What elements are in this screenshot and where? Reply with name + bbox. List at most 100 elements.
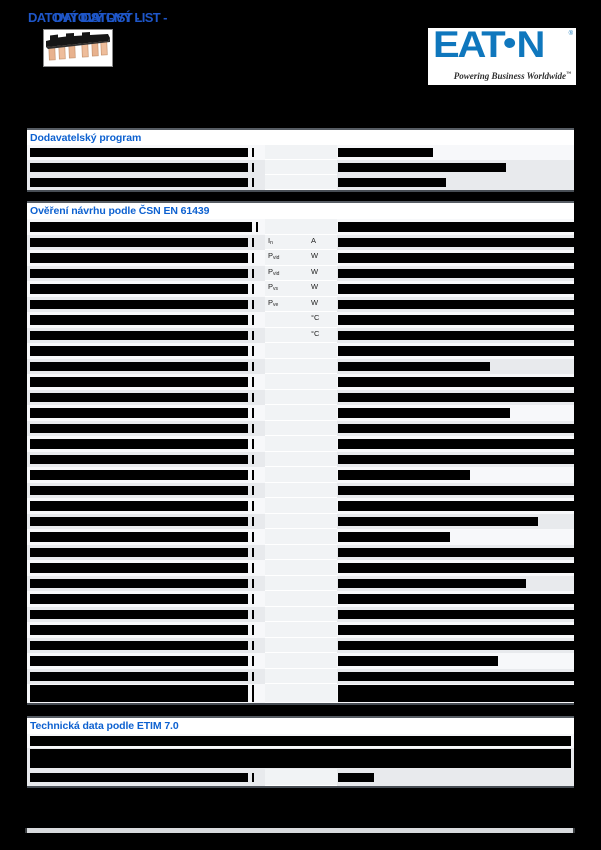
- redacted-text-bar: [30, 516, 248, 526]
- parameter-symbol-cell: [265, 467, 307, 483]
- table-row: [27, 498, 574, 514]
- page-title-text: DATOVÝ LIST -: [28, 10, 113, 25]
- redacted-text-bar: [338, 609, 574, 619]
- parameter-value-cell: [337, 684, 574, 703]
- redacted-text-bar: [338, 408, 510, 418]
- redacted-text-bar: [30, 685, 248, 702]
- parameter-unit-cell: [307, 467, 337, 483]
- redacted-text-bar: [338, 563, 574, 573]
- redacted-text-bar: [30, 330, 248, 340]
- parameter-unit-cell: [307, 513, 337, 529]
- redacted-text-bar: [30, 454, 248, 464]
- redacted-text-bar: [338, 439, 574, 449]
- redaction-tick: [252, 772, 254, 783]
- redacted-text-bar: [338, 640, 574, 650]
- redaction-tick: [252, 685, 254, 702]
- redaction-tick: [252, 377, 254, 387]
- table-row: [27, 668, 574, 684]
- table-row: [27, 482, 574, 498]
- parameter-value-cell: [337, 607, 574, 623]
- redacted-row-cell: [27, 748, 574, 769]
- product-photo: [43, 29, 113, 67]
- parameter-value-cell: [337, 281, 574, 297]
- redacted-text-bar: [338, 346, 574, 356]
- parameter-unit-cell: [307, 544, 337, 560]
- parameter-value-cell: [337, 266, 574, 282]
- parameter-symbol-cell: Pvs: [265, 281, 307, 297]
- redaction-tick: [252, 237, 254, 247]
- parameter-label-cell: [27, 145, 265, 160]
- parameter-symbol-cell: Pvid: [265, 265, 307, 281]
- parameter-unit-cell: [307, 145, 337, 160]
- table-row: [27, 374, 574, 390]
- parameter-label-cell: [27, 452, 265, 468]
- table-row: Pvs W: [27, 281, 574, 297]
- redaction-tick: [252, 609, 254, 619]
- redacted-text-bar: [30, 532, 248, 542]
- table-row: Pvid W: [27, 265, 574, 282]
- parameter-label-cell: [27, 343, 265, 359]
- eaton-logo: EAT N ® Powering Business Worldwide™: [428, 24, 576, 85]
- parameter-unit-cell: °C: [307, 312, 337, 328]
- section-title: Ověření návrhu podle ČSN EN 61439: [30, 205, 210, 217]
- parameter-symbol-cell: [265, 343, 307, 359]
- redacted-row-cell: [27, 734, 574, 748]
- parameter-value-cell: [337, 529, 574, 545]
- parameter-unit-cell: [307, 219, 337, 235]
- redacted-text-bar: [338, 594, 574, 604]
- redacted-text-bar: [30, 408, 248, 418]
- redaction-tick: [252, 147, 254, 158]
- parameter-value-cell: [337, 250, 574, 266]
- redacted-text-bar: [338, 222, 574, 232]
- parameter-unit-cell: [307, 769, 337, 786]
- parameter-value-cell: [337, 452, 574, 468]
- parameter-unit-cell: [307, 560, 337, 576]
- redacted-text-bar: [30, 609, 248, 619]
- brand-dot: [504, 38, 516, 48]
- parameter-label-cell: [27, 769, 265, 786]
- table-row: [27, 175, 574, 190]
- parameter-label-cell: [27, 219, 265, 235]
- parameter-symbol-cell: Pvid: [265, 250, 307, 266]
- parameter-label-cell: [27, 312, 265, 328]
- redaction-tick: [252, 547, 254, 557]
- parameter-unit-cell: [307, 498, 337, 514]
- redaction-tick: [252, 346, 254, 356]
- brand-letters-left: EAT: [433, 24, 506, 65]
- table-row: [27, 405, 574, 421]
- table-row: [27, 748, 574, 769]
- redacted-text-bar: [338, 423, 574, 433]
- parameter-unit-cell: [307, 358, 337, 374]
- table-row: [27, 529, 574, 545]
- redacted-text-bar: [338, 392, 574, 402]
- redaction-tick: [252, 563, 254, 573]
- redaction-tick: [252, 578, 254, 588]
- parameter-unit-cell: [307, 622, 337, 638]
- redaction-tick: [252, 532, 254, 542]
- parameter-symbol: Pvid: [268, 266, 280, 277]
- redaction-tick: [252, 315, 254, 325]
- redacted-text-bar: [338, 377, 574, 387]
- redacted-text-bar: [338, 147, 433, 158]
- parameter-value-cell: [337, 653, 574, 669]
- parameter-value-cell: [337, 638, 574, 654]
- section-design-verification: Ověření návrhu podle ČSN EN 61439 In A Pvi…: [27, 201, 574, 705]
- parameter-value-cell: [337, 160, 574, 175]
- footer-bar: [25, 828, 575, 833]
- redaction-tick: [252, 501, 254, 511]
- redacted-text-bar: [30, 423, 248, 433]
- parameter-symbol-cell: [265, 389, 307, 405]
- brand-wordmark: EAT N: [433, 24, 545, 66]
- parameter-label-cell: [27, 328, 265, 344]
- parameter-symbol-cell: [265, 374, 307, 390]
- parameter-label-cell: [27, 297, 265, 313]
- parameter-symbol-cell: [265, 560, 307, 576]
- parameter-unit-cell: [307, 591, 337, 607]
- redacted-text-bar: [338, 330, 574, 340]
- parameter-unit-cell: [307, 436, 337, 452]
- table-row: [27, 467, 574, 483]
- redacted-text-bar: [338, 454, 574, 464]
- redacted-text-bar: [338, 671, 574, 681]
- parameter-value-cell: [337, 312, 574, 328]
- parameter-label-cell: [27, 390, 265, 406]
